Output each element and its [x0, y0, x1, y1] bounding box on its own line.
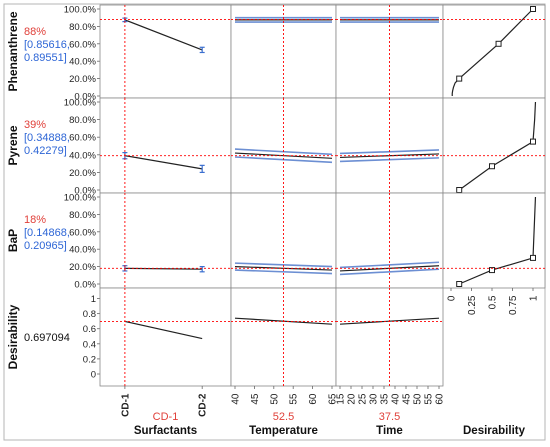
cell-bap-3: [442, 192, 546, 289]
x-tick-time-5: 40: [391, 393, 402, 405]
ci-lower-bap-time: [339, 268, 440, 276]
current-value-pyrene: 39%: [24, 119, 46, 131]
confidence-interval-pyrene: [0.34888, 0.42279]: [24, 132, 70, 157]
y-tick-bap-5: 0.0%: [74, 280, 96, 291]
confidence-interval-bap: [0.14868, 0.20965]: [24, 227, 70, 252]
desirability-curve-bap: [458, 196, 537, 285]
desirability-marker-pyrene-1: [489, 163, 495, 170]
desirability-curve-phenanthrene: [451, 8, 534, 96]
desirability-axis-label: Desirability: [463, 425, 526, 437]
y-tick-desirability-0: 1: [91, 294, 96, 305]
y-tick-bap-4: 20.0%: [69, 262, 96, 273]
cell-bap-0: [99, 192, 232, 289]
desirability-tick-1: 0.25: [467, 295, 478, 315]
y-tick-bap-1: 80.0%: [69, 210, 96, 221]
x-tick-surfactants-0: CD-1: [120, 393, 131, 417]
y-tick-desirability-2: 0.6: [83, 324, 96, 335]
y-tick-phenanthrene-4: 20.0%: [69, 74, 96, 85]
y-tick-desirability-5: 0: [91, 370, 96, 381]
desirability-marker-bap-0: [456, 281, 463, 287]
y-tick-phenanthrene-1: 80.0%: [69, 22, 96, 33]
desirability-tick-3: 0.75: [508, 295, 519, 315]
y-tick-pyrene-4: 20.0%: [69, 168, 96, 179]
x-tick-time-1: 20: [347, 393, 358, 405]
desirability-marker-phenanthrene-0: [456, 75, 463, 82]
desirability-tick-4: 1: [529, 295, 540, 301]
x-tick-time-8: 55: [424, 393, 435, 405]
current-setting-surfactants: CD-1: [153, 411, 179, 423]
response-label-bap: BaP: [6, 229, 20, 252]
desirability-marker-phenanthrene-2: [530, 6, 536, 12]
desirability-marker-bap-1: [489, 267, 495, 274]
x-tick-time-7: 50: [413, 393, 424, 405]
response-label-pyrene: Pyrene: [6, 125, 20, 165]
x-tick-temperature-2: 50: [269, 393, 280, 405]
ci-upper-bap-time: [339, 261, 440, 269]
desirability-tick-2: 0.5: [488, 295, 499, 309]
x-tick-temperature-4: 60: [308, 393, 319, 405]
current-setting-temperature: 52.5: [273, 411, 294, 423]
y-tick-pyrene-2: 60.0%: [69, 133, 96, 144]
cell-phenanthrene-0: [99, 4, 232, 99]
y-tick-phenanthrene-0: 100.0%: [64, 5, 97, 16]
current-value-phenanthrene: 88%: [24, 26, 46, 38]
desirability-tick-0: 0: [447, 295, 458, 301]
y-tick-bap-3: 40.0%: [69, 245, 96, 256]
y-tick-phenanthrene-3: 40.0%: [69, 57, 96, 68]
x-tick-time-0: 15: [336, 393, 347, 405]
x-tick-time-2: 25: [358, 393, 369, 405]
x-tick-surfactants-1: CD-2: [198, 393, 209, 417]
desirability-marker-pyrene-2: [530, 138, 536, 145]
response-label-desirability: Desirability: [6, 304, 20, 369]
current-value-bap: 18%: [24, 214, 46, 226]
ci-lower-bap-temperature: [234, 269, 333, 275]
y-tick-bap-0: 100.0%: [64, 193, 97, 204]
desirability-marker-pyrene-0: [456, 187, 463, 193]
x-tick-temperature-1: 45: [250, 393, 261, 405]
factor-label-temperature: Temperature: [249, 425, 318, 437]
y-tick-desirability-1: 0.8: [83, 309, 96, 320]
x-tick-time-4: 35: [380, 393, 391, 405]
current-setting-time: 37.5: [379, 411, 400, 423]
cell-pyrene-0: [99, 97, 232, 194]
y-tick-desirability-3: 0.4: [83, 339, 96, 350]
y-tick-phenanthrene-2: 60.0%: [69, 39, 96, 50]
x-tick-time-6: 45: [402, 393, 413, 405]
y-tick-pyrene-0: 100.0%: [64, 98, 97, 109]
ci-upper-bap-temperature: [234, 262, 333, 268]
cell-pyrene-2: [335, 97, 444, 194]
factor-label-time: Time: [376, 425, 403, 437]
y-tick-pyrene-5: 0.0%: [74, 186, 96, 197]
cell-desirability-0: [99, 287, 232, 387]
cell-phenanthrene-3: [442, 4, 546, 99]
x-tick-temperature-3: 55: [289, 393, 300, 405]
response-label-phenanthrene: Phenanthrene: [6, 11, 20, 91]
cell-pyrene-3: [442, 97, 546, 194]
y-tick-bap-2: 60.0%: [69, 227, 96, 238]
profile-line-phenanthrene-surfactants: [124, 19, 203, 51]
current-value-desirability: 0.697094: [24, 332, 70, 344]
y-tick-desirability-4: 0.2: [83, 354, 96, 365]
x-tick-time-9: 60: [435, 393, 446, 405]
profile-line-pyrene-surfactants: [124, 155, 203, 170]
factor-label-surfactants: Surfactants: [134, 425, 197, 437]
x-tick-temperature-0: 40: [231, 393, 242, 405]
desirability-marker-bap-2: [530, 254, 536, 261]
profile-line-desirability-surfactants: [124, 320, 203, 340]
x-tick-time-3: 30: [369, 393, 380, 405]
y-tick-pyrene-3: 40.0%: [69, 150, 96, 161]
x-tick-temperature-5: 65: [328, 393, 339, 405]
confidence-interval-phenanthrene: [0.85616, 0.89551]: [24, 39, 70, 64]
y-tick-phenanthrene-5: 0.0%: [74, 92, 96, 103]
desirability-marker-phenanthrene-1: [495, 40, 502, 47]
y-tick-pyrene-1: 80.0%: [69, 115, 96, 126]
